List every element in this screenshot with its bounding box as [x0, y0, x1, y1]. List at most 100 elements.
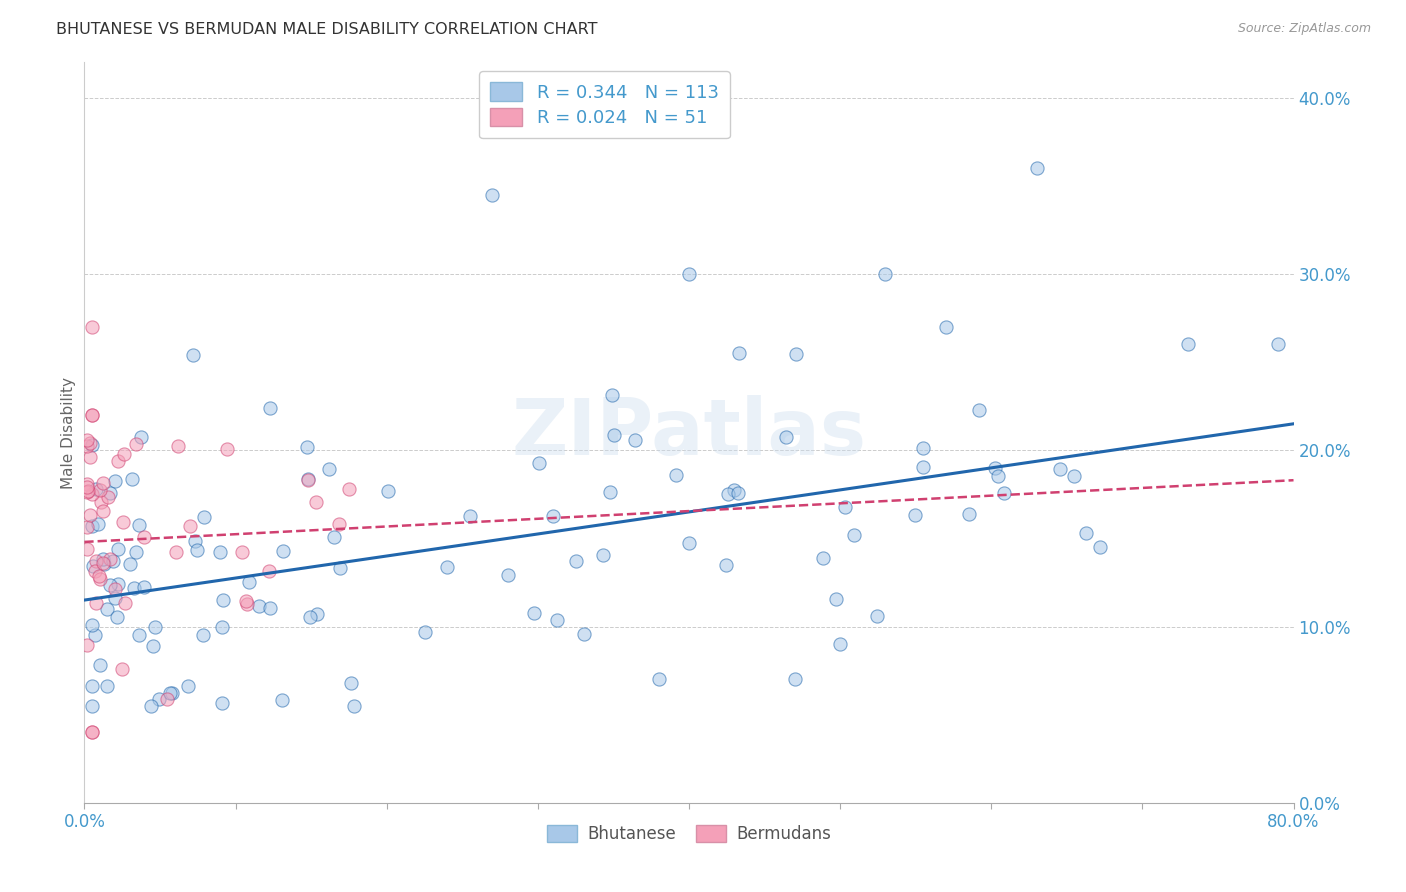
Point: [728, 345, 751, 359]
Point: [523, 606, 546, 620]
Point: [1177, 337, 1199, 351]
Point: [592, 548, 614, 562]
Point: [160, 686, 183, 700]
Point: [866, 609, 889, 624]
Point: [91, 476, 114, 491]
Point: [323, 530, 346, 544]
Point: [783, 673, 806, 687]
Point: [141, 698, 163, 713]
Point: [98, 486, 121, 500]
Point: [377, 483, 399, 498]
Point: [186, 542, 208, 557]
Point: [665, 467, 688, 482]
Point: [82, 558, 104, 573]
Point: [184, 534, 207, 549]
Point: [80, 618, 103, 632]
Point: [76, 520, 98, 534]
Point: [86, 596, 108, 610]
Point: [318, 462, 340, 476]
Point: [957, 507, 980, 521]
Point: [830, 637, 852, 651]
Point: [87, 517, 110, 532]
Point: [107, 454, 129, 468]
Point: [84, 482, 107, 496]
Point: [212, 592, 235, 607]
Point: [76, 476, 98, 491]
Point: [156, 692, 179, 706]
Point: [498, 567, 520, 582]
Point: [259, 564, 281, 578]
Point: [80, 438, 103, 452]
Y-axis label: Male Disability: Male Disability: [60, 376, 76, 489]
Point: [183, 348, 205, 362]
Point: [76, 434, 98, 448]
Point: [80, 319, 103, 334]
Point: [678, 267, 700, 281]
Point: [82, 487, 104, 501]
Point: [76, 484, 98, 499]
Point: [125, 437, 148, 451]
Point: [1267, 337, 1289, 351]
Point: [231, 545, 253, 559]
Text: Source: ZipAtlas.com: Source: ZipAtlas.com: [1237, 22, 1371, 36]
Point: [541, 509, 564, 524]
Point: [235, 594, 257, 608]
Point: [297, 472, 319, 486]
Point: [167, 439, 190, 453]
Point: [91, 503, 114, 517]
Point: [305, 607, 328, 621]
Point: [413, 624, 436, 639]
Point: [111, 515, 134, 529]
Point: [648, 673, 671, 687]
Point: [297, 440, 319, 454]
Point: [813, 551, 835, 566]
Point: [118, 558, 141, 572]
Point: [128, 517, 150, 532]
Point: [259, 401, 281, 416]
Point: [624, 434, 647, 448]
Point: [80, 725, 103, 739]
Point: [834, 500, 856, 514]
Point: [911, 441, 934, 455]
Point: [80, 725, 103, 739]
Point: [717, 487, 740, 501]
Point: [875, 267, 897, 281]
Point: [125, 545, 148, 559]
Text: ZIPatlas: ZIPatlas: [512, 394, 866, 471]
Point: [259, 600, 281, 615]
Point: [298, 610, 321, 624]
Point: [87, 569, 110, 583]
Point: [83, 628, 105, 642]
Text: BHUTANESE VS BERMUDAN MALE DISABILITY CORRELATION CHART: BHUTANESE VS BERMUDAN MALE DISABILITY CO…: [56, 22, 598, 37]
Point: [97, 491, 120, 505]
Point: [89, 658, 111, 673]
Point: [91, 557, 114, 571]
Point: [90, 494, 112, 508]
Point: [76, 541, 98, 556]
Point: [105, 609, 128, 624]
Point: [107, 577, 129, 591]
Point: [79, 436, 101, 450]
Point: [143, 620, 166, 634]
Point: [79, 508, 101, 522]
Point: [1076, 526, 1098, 541]
Point: [967, 402, 990, 417]
Point: [179, 518, 201, 533]
Point: [211, 620, 233, 634]
Point: [436, 560, 458, 574]
Point: [1063, 469, 1085, 483]
Point: [825, 591, 848, 606]
Point: [89, 572, 111, 586]
Point: [96, 601, 118, 615]
Point: [727, 486, 749, 500]
Point: [270, 693, 292, 707]
Point: [80, 408, 103, 422]
Point: [785, 347, 807, 361]
Point: [993, 486, 1015, 500]
Point: [148, 691, 170, 706]
Point: [114, 596, 136, 610]
Point: [305, 494, 328, 508]
Point: [80, 698, 103, 713]
Point: [111, 662, 134, 676]
Point: [107, 542, 129, 557]
